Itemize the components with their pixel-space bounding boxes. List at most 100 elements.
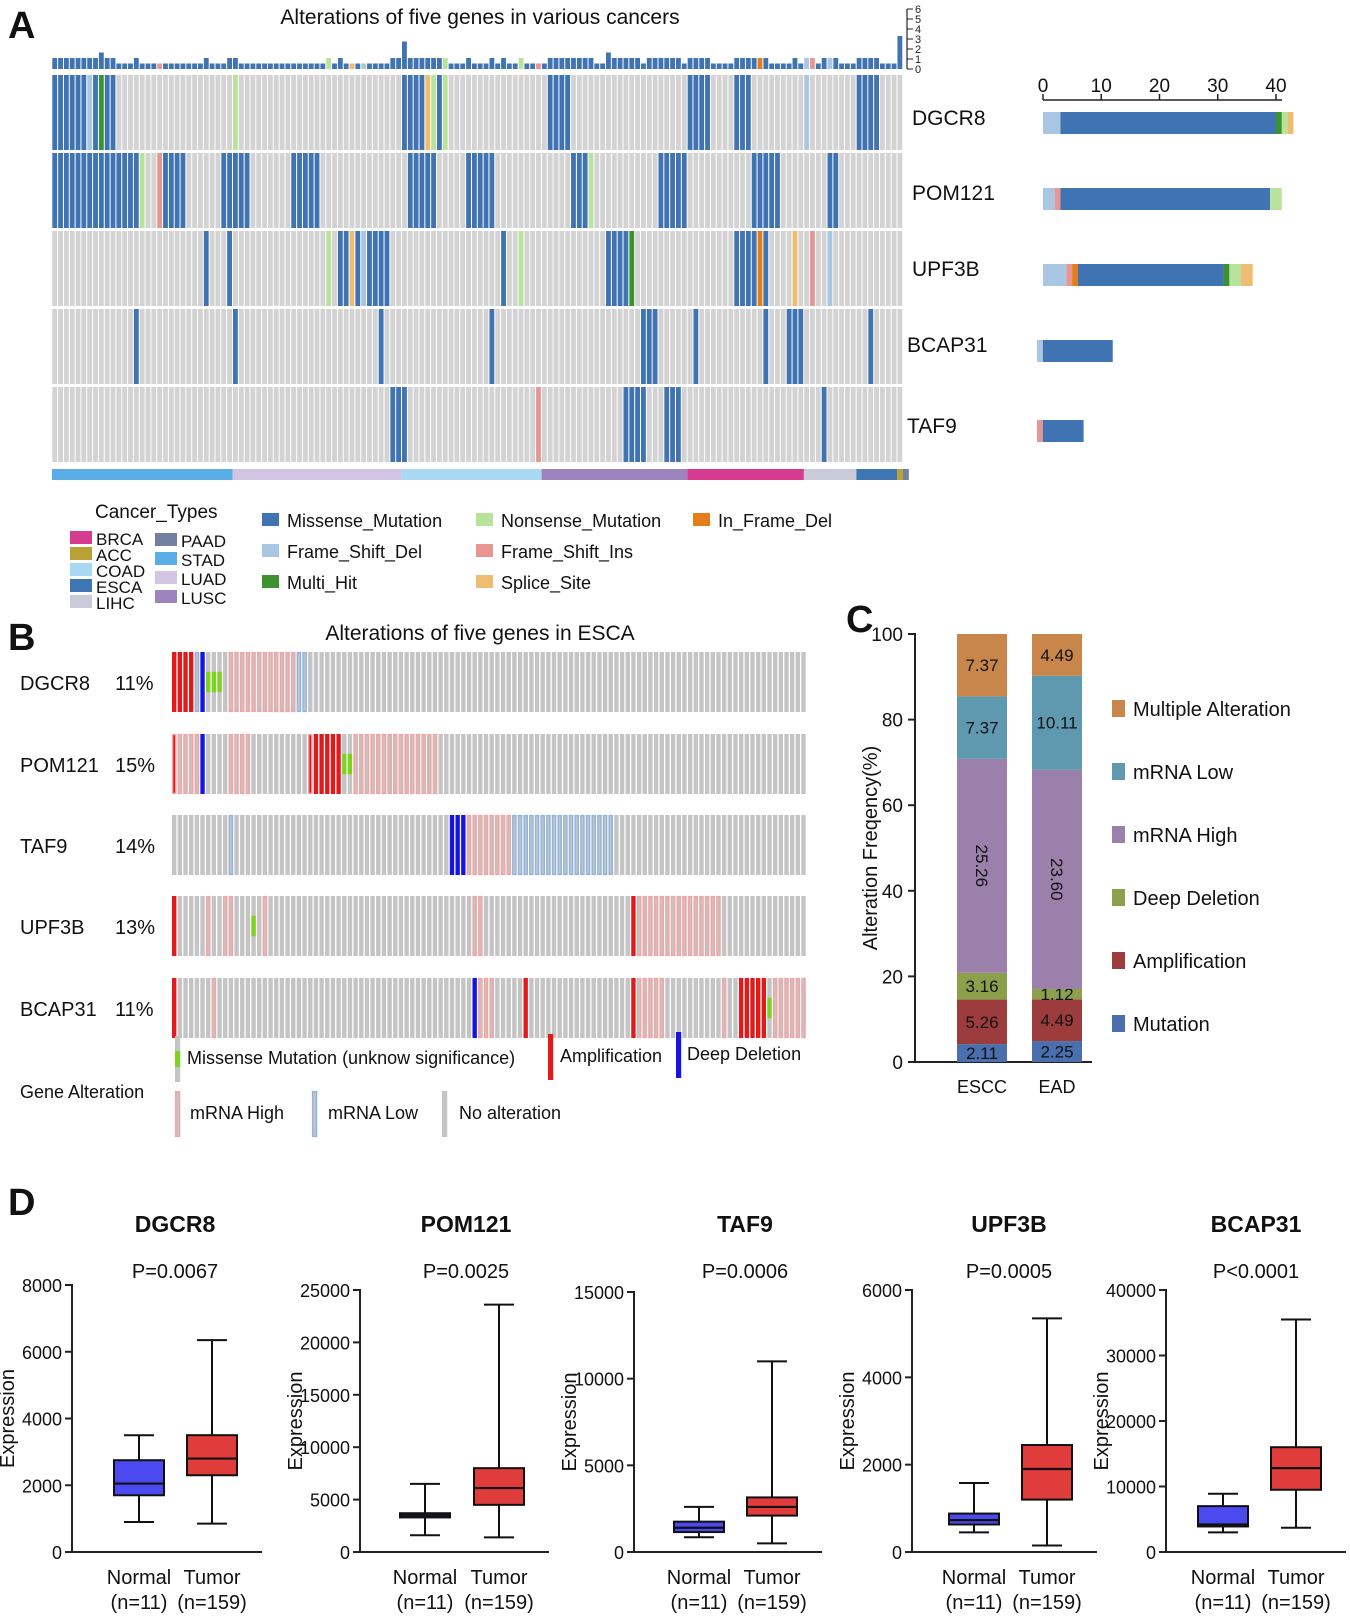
top-count-bar-101 <box>641 63 646 69</box>
cell-dgcr8-74 <box>483 75 489 150</box>
cell-dgcr8-126 <box>786 75 792 150</box>
cell-bcap31-120 <box>751 309 757 384</box>
cell-bcap31-137 <box>850 309 856 384</box>
b-cell-taf9-91 <box>687 815 693 875</box>
b-cell-pom121-87 <box>665 734 670 794</box>
cell-pom121-53 <box>361 153 367 228</box>
b-cell-taf9-6 <box>206 815 211 875</box>
b-cell-pom121-107 <box>778 734 784 794</box>
b-cell-bcap31-81 <box>631 978 636 1038</box>
cell-taf9-118 <box>740 387 745 462</box>
legend-label-deep_del: Deep Deletion <box>687 1044 801 1064</box>
cell-bcap31-67 <box>442 309 448 384</box>
legend-swatch-no_alt <box>442 1091 448 1137</box>
top-count-bar-92 <box>588 58 594 69</box>
cell-bcap31-29 <box>221 309 227 384</box>
b-cell-bcap31-45 <box>427 978 432 1038</box>
cell-upf3b-17 <box>151 231 157 306</box>
b-cell-bcap31-15 <box>257 978 262 1038</box>
b-cell-bcap31-76 <box>602 978 608 1038</box>
boxplot-y-tick-label-dgcr8-2000: 2000 <box>22 1476 62 1496</box>
b-cell-pom121-83 <box>642 734 647 794</box>
cell-bcap31-121 <box>757 309 763 384</box>
panel-label-d: D <box>8 1182 35 1224</box>
cell-pom121-30 <box>227 153 232 228</box>
cell-bcap31-34 <box>250 309 256 384</box>
b-cell-taf9-53 <box>472 814 477 876</box>
cell-taf9-96 <box>611 387 617 462</box>
b-cell-upf3b-58 <box>500 896 506 956</box>
b-cell-dgcr8-110 <box>795 652 801 712</box>
boxplot-upf3b: UPF3BP=0.00050200040006000ExpressionNorm… <box>837 1211 1097 1614</box>
cell-taf9-112 <box>705 387 710 462</box>
b-cell-upf3b-19 <box>279 896 285 956</box>
b-cell-pom121-76 <box>602 734 608 794</box>
cell-pom121-127 <box>792 153 798 228</box>
b-cell-pom121-97 <box>721 734 727 794</box>
boxplot-y-tick-label-bcap31-30000: 30000 <box>1106 1347 1156 1367</box>
cell-bcap31-42 <box>297 309 302 384</box>
cell-upf3b-21 <box>174 231 180 306</box>
top-count-bar-136 <box>845 63 850 69</box>
cell-taf9-45 <box>314 387 320 462</box>
b-cell-bcap31-4 <box>194 978 200 1038</box>
top-count-bar-83 <box>536 63 541 69</box>
cell-bcap31-30 <box>227 309 232 384</box>
top-count-bar-53 <box>361 63 367 69</box>
cell-dgcr8-20 <box>168 75 174 150</box>
cell-taf9-117 <box>734 387 740 462</box>
cell-pom121-87 <box>559 153 565 228</box>
cell-bcap31-80 <box>518 309 524 384</box>
cell-dgcr8-8 <box>98 75 104 150</box>
b-cell-bcap31-68 <box>557 978 562 1038</box>
b-cell-dgcr8-94 <box>704 652 710 712</box>
b-cell-taf9-86 <box>659 815 664 875</box>
b-cell-taf9-5 <box>200 815 205 875</box>
cell-dgcr8-3 <box>69 75 75 150</box>
b-cell-upf3b-39 <box>393 896 398 956</box>
cell-bcap31-11 <box>116 309 122 384</box>
cell-dgcr8-115 <box>722 75 728 150</box>
cell-upf3b-77 <box>501 231 506 306</box>
b-cell-pom121-86 <box>659 734 664 794</box>
b-cell-bcap31-30 <box>342 978 347 1038</box>
top-count-bar-133 <box>827 58 833 69</box>
b-cell-pom121-45 <box>427 733 432 795</box>
cell-taf9-124 <box>775 387 780 462</box>
variant-swatch-nonsense_mutation <box>476 513 493 526</box>
cell-pom121-98 <box>623 153 629 228</box>
cell-bcap31-63 <box>419 309 425 384</box>
cell-pom121-90 <box>576 153 582 228</box>
cell-upf3b-53 <box>361 231 367 306</box>
side-bar-taf9-frame_shift_ins <box>1037 420 1043 442</box>
b-cell-dgcr8-83 <box>642 652 647 712</box>
cell-dgcr8-85 <box>547 75 553 150</box>
b-cell-bcap31-10 <box>228 978 234 1038</box>
b-cell-bcap31-60 <box>512 978 517 1038</box>
b-cell-dgcr8-18 <box>273 651 279 713</box>
top-count-bar-142 <box>879 63 885 69</box>
boxplot-y-tick-label-taf9-5000: 5000 <box>584 1456 624 1476</box>
b-cell-pom121-104 <box>761 734 767 794</box>
cell-pom121-9 <box>104 153 110 228</box>
b-cell-pom121-52 <box>466 734 472 794</box>
cell-bcap31-90 <box>576 309 582 384</box>
cell-upf3b-118 <box>740 231 745 306</box>
top-count-bar-1 <box>58 58 63 69</box>
cell-pom121-123 <box>769 153 775 228</box>
b-cell-taf9-47 <box>438 815 443 875</box>
cell-pom121-71 <box>466 153 471 228</box>
b-cell-upf3b-52 <box>466 896 472 956</box>
c-bar-ead-deep-deletion <box>1032 988 1082 1000</box>
top-axis-label-5: 5 <box>915 14 921 26</box>
top-count-bar-64 <box>425 58 431 69</box>
b-cell-upf3b-25 <box>313 896 319 956</box>
b-cell-pom121-93 <box>699 734 704 794</box>
b-cell-pom121-96 <box>716 734 721 794</box>
b-cell-taf9-25 <box>313 815 319 875</box>
b-cell-upf3b-92 <box>693 895 699 957</box>
cell-taf9-138 <box>856 387 862 462</box>
cell-taf9-92 <box>588 387 594 462</box>
b-cell-upf3b-88 <box>670 895 676 957</box>
b-cell-dgcr8-31 <box>347 652 353 712</box>
